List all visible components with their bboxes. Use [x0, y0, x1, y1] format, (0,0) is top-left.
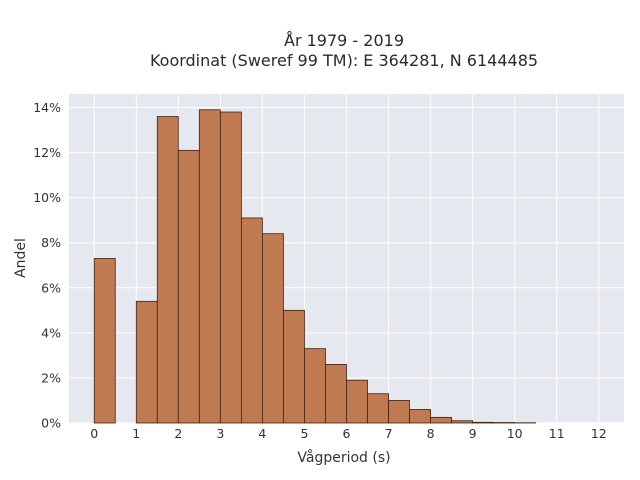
histogram-bar	[367, 393, 389, 424]
histogram-bar	[451, 420, 474, 424]
histogram-bars	[93, 109, 537, 424]
x-tick-label: 0	[90, 426, 98, 441]
histogram-bar	[304, 348, 326, 424]
x-tick-label: 12	[591, 426, 607, 441]
x-tick-label: 4	[258, 426, 266, 441]
histogram-bar	[472, 421, 495, 424]
histogram-bar	[93, 258, 116, 424]
histogram-bar	[325, 364, 347, 424]
x-tick-label: 2	[174, 426, 182, 441]
histogram-bar	[219, 111, 242, 424]
histogram-bar	[177, 149, 200, 424]
histogram-bar	[388, 400, 410, 424]
histogram-bar	[240, 217, 263, 424]
y-tick-label: 12%	[33, 145, 61, 160]
histogram-bar	[430, 416, 453, 424]
x-tick-label: 5	[300, 426, 308, 441]
histogram-bar	[346, 379, 368, 424]
y-axis-label: Andel	[13, 238, 29, 278]
chart-title-line-1: År 1979 - 2019	[284, 31, 404, 50]
histogram-bar	[135, 300, 158, 424]
y-tick-label: 14%	[33, 100, 61, 115]
y-tick-label: 10%	[33, 190, 61, 205]
histogram-bar	[262, 233, 284, 424]
x-tick-label: 11	[549, 426, 565, 441]
x-tick-label: 9	[469, 426, 477, 441]
y-tick-label: 4%	[41, 325, 61, 340]
x-tick-label: 7	[385, 426, 393, 441]
histogram-bar	[198, 109, 221, 424]
x-tick-label: 10	[507, 426, 523, 441]
x-tick-label: 1	[132, 426, 140, 441]
histogram-bar	[409, 409, 431, 424]
y-tick-label: 8%	[41, 235, 61, 250]
histogram-bar	[283, 309, 305, 424]
y-tick-label: 0%	[41, 416, 61, 431]
chart-title-line-2: Koordinat (Sweref 99 TM): E 364281, N 61…	[150, 51, 538, 70]
histogram-bar	[156, 116, 179, 424]
x-tick-label: 6	[343, 426, 351, 441]
x-axis-label: Vågperiod (s)	[297, 449, 390, 466]
x-tick-label: 3	[216, 426, 224, 441]
x-tick-labels: 0 1 2 3 4 5 6 7 8 9 10 11 12	[90, 426, 606, 441]
x-tick-label: 8	[427, 426, 435, 441]
y-tick-labels: 0% 2% 4% 6% 8% 10% 12% 14%	[33, 100, 61, 430]
y-tick-label: 2%	[41, 370, 61, 385]
y-tick-label: 6%	[41, 280, 61, 295]
